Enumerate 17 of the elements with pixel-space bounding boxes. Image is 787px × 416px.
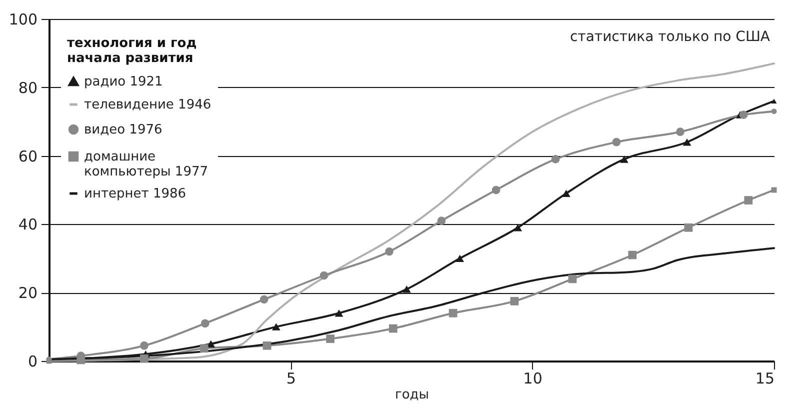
- x-axis-title: годы: [394, 388, 430, 402]
- x-tick-label: 10: [523, 370, 542, 388]
- legend-title: технология и год начала развития: [67, 36, 197, 66]
- annotation: статистика только по США: [570, 29, 770, 45]
- y-tick-label: 20: [18, 284, 38, 302]
- y-tick-label: 40: [18, 216, 38, 234]
- y-tick-label: 100: [8, 10, 38, 28]
- legend-label: видео 1976: [84, 122, 162, 138]
- x-tick-label: 5: [286, 370, 296, 388]
- legend-label: домашние компьютеры 1977: [84, 150, 208, 180]
- legend-label: радио 1921: [84, 74, 163, 90]
- y-tick-label: 60: [18, 147, 38, 166]
- x-tick-label: 15: [755, 370, 774, 388]
- y-tick-label: 80: [18, 78, 38, 97]
- legend-label: интернет 1986: [84, 186, 186, 202]
- y-tick-label: 0: [28, 352, 38, 370]
- legend-label: телевидение 1946: [84, 98, 212, 112]
